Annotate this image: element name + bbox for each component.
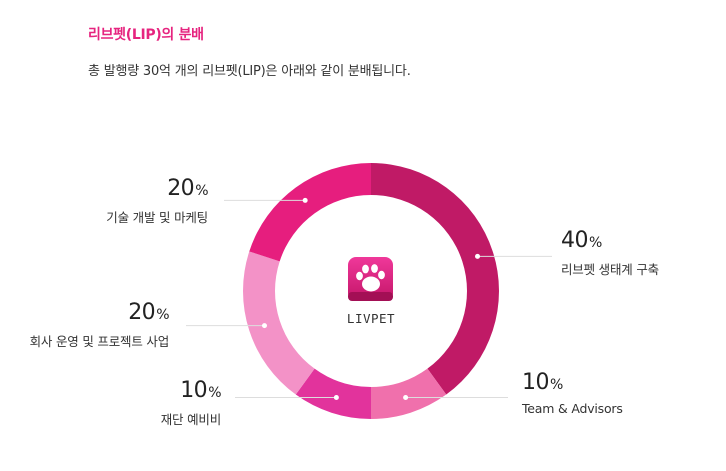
label-ecosystem: 40% 리브펫 생태계 구축 [561, 228, 659, 278]
label-operations: 20% 회사 운영 및 프로젝트 사업 [29, 300, 170, 350]
donut-segment-3 [243, 251, 315, 395]
label-foundation-reserve: 10% 재단 예비비 [160, 378, 222, 428]
name-tech-marketing: 기술 개발 및 마케팅 [106, 210, 208, 225]
value-tech-marketing: 20% [167, 176, 208, 201]
paw-logo-icon [347, 256, 394, 302]
name-ecosystem: 리브펫 생태계 구축 [561, 262, 659, 277]
leader-dot-1 [403, 395, 409, 401]
donut-segment-2 [295, 368, 371, 419]
leader-lines [186, 197, 552, 401]
label-team-advisors: 10% Team & Advisors [522, 370, 623, 416]
name-team-advisors: Team & Advisors [522, 401, 623, 416]
value-foundation-reserve: 10% [180, 378, 221, 403]
value-operations: 20% [128, 300, 169, 325]
leader-dot-3 [261, 323, 267, 329]
leader-dot-0 [475, 253, 481, 259]
chart-subtitle: 총 발행량 30억 개의 리브펫(LIP)은 아래와 같이 분배됩니다. [88, 64, 411, 79]
name-operations: 회사 운영 및 프로젝트 사업 [29, 334, 170, 349]
leader-dot-4 [302, 197, 308, 203]
donut-segment-0 [371, 163, 499, 395]
name-foundation-reserve: 재단 예비비 [160, 412, 221, 427]
donut-segment-1 [371, 368, 447, 419]
leader-dot-2 [333, 395, 339, 401]
value-team-advisors: 10% [522, 370, 563, 395]
donut-segment-4 [249, 163, 371, 262]
value-ecosystem: 40% [561, 228, 602, 253]
center-brand-text: LIVPET [346, 311, 396, 326]
donut-segments [243, 163, 499, 419]
chart-title: 리브펫(LIP)의 분배 [88, 27, 204, 43]
label-tech-marketing: 20% 기술 개발 및 마케팅 [106, 176, 208, 226]
